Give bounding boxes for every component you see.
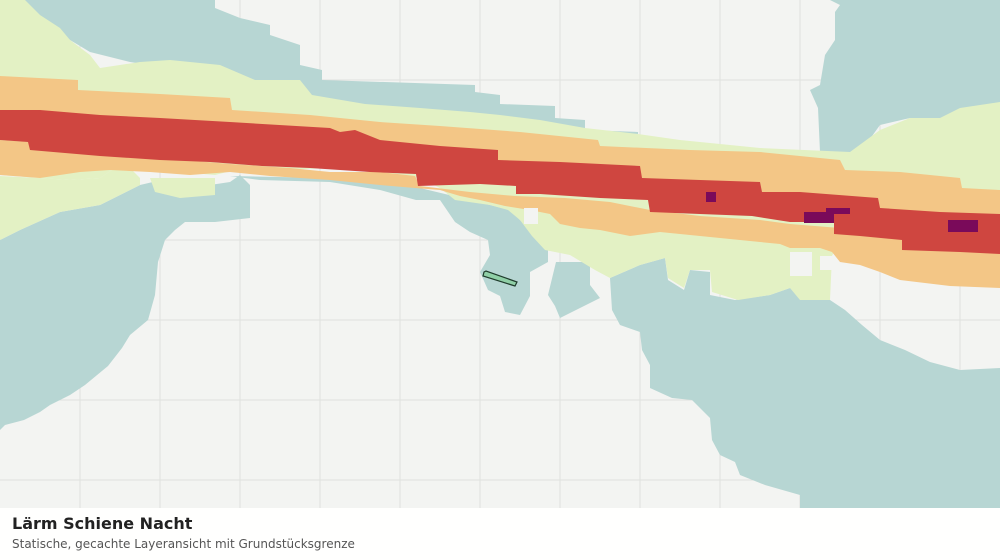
parcel-boundary[interactable] [482, 270, 518, 287]
map-caption: Lärm Schiene Nacht Statische, gecachte L… [0, 508, 1000, 560]
noise-band-4 [0, 110, 1000, 254]
noise-band-1 [0, 0, 1000, 508]
noise-band-5 [706, 192, 978, 232]
map-gaps [524, 208, 832, 276]
map-subtitle: Statische, gecachte Layeransicht mit Gru… [12, 537, 355, 551]
map-title: Lärm Schiene Nacht [12, 514, 193, 533]
